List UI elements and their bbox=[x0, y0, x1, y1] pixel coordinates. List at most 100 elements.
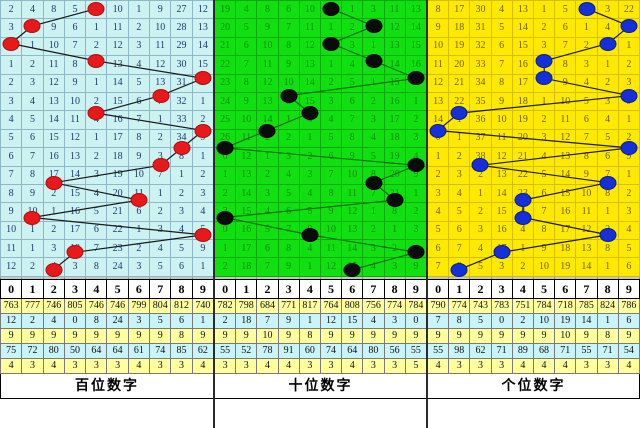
miss-cell[interactable]: 9 bbox=[575, 165, 598, 185]
miss-cell[interactable]: 16 bbox=[490, 220, 513, 241]
miss-cell[interactable]: 9 bbox=[426, 18, 450, 38]
miss-cell[interactable]: 3 bbox=[21, 73, 44, 93]
miss-cell[interactable]: 8 bbox=[277, 36, 300, 57]
hit-marker[interactable] bbox=[599, 175, 617, 190]
miss-cell[interactable]: 9 bbox=[127, 147, 151, 167]
miss-cell[interactable]: 9 bbox=[149, 0, 172, 20]
miss-cell[interactable]: 1 bbox=[532, 0, 556, 20]
miss-cell[interactable]: 3 bbox=[617, 202, 640, 222]
miss-cell[interactable]: 18 bbox=[235, 257, 258, 277]
hit-marker[interactable] bbox=[322, 1, 340, 16]
miss-cell[interactable]: 7 bbox=[426, 257, 450, 277]
miss-cell[interactable]: 5 bbox=[235, 18, 258, 38]
miss-cell[interactable]: 20 bbox=[213, 18, 237, 38]
miss-cell[interactable]: 21 bbox=[213, 36, 237, 57]
miss-cell[interactable]: 1 bbox=[617, 36, 640, 57]
miss-cell[interactable]: 5 bbox=[63, 0, 87, 20]
miss-cell[interactable]: 9 bbox=[42, 18, 65, 38]
miss-cell[interactable]: 1 bbox=[319, 55, 343, 75]
miss-cell[interactable]: 19 bbox=[511, 110, 534, 130]
hit-marker[interactable] bbox=[535, 53, 553, 68]
miss-cell[interactable]: 16 bbox=[42, 147, 65, 167]
miss-cell[interactable]: 14 bbox=[404, 18, 428, 38]
miss-cell[interactable]: 2 bbox=[469, 202, 492, 222]
miss-cell[interactable]: 6 bbox=[617, 257, 640, 277]
hit-marker[interactable] bbox=[2, 36, 20, 51]
miss-cell[interactable]: 7 bbox=[575, 128, 598, 149]
miss-cell[interactable]: 3 bbox=[404, 128, 428, 149]
miss-cell[interactable]: 2 bbox=[362, 91, 385, 112]
miss-cell[interactable]: 1 bbox=[213, 239, 237, 259]
miss-cell[interactable]: 17 bbox=[448, 0, 471, 20]
hit-marker[interactable] bbox=[620, 140, 638, 155]
miss-cell[interactable]: 3 bbox=[170, 202, 193, 222]
miss-cell[interactable]: 9 bbox=[277, 257, 300, 277]
hit-marker[interactable] bbox=[280, 88, 298, 103]
miss-cell[interactable]: 12 bbox=[0, 257, 23, 277]
miss-cell[interactable]: 15 bbox=[490, 202, 513, 222]
miss-cell[interactable]: 14 bbox=[554, 165, 577, 185]
miss-cell[interactable]: 5 bbox=[575, 91, 598, 112]
miss-cell[interactable]: 7 bbox=[319, 165, 343, 185]
miss-cell[interactable]: 1 bbox=[426, 147, 450, 167]
miss-cell[interactable]: 12 bbox=[42, 73, 65, 93]
hit-marker[interactable] bbox=[216, 210, 234, 225]
miss-cell[interactable]: 4 bbox=[319, 110, 343, 130]
miss-cell[interactable]: 16 bbox=[383, 91, 406, 112]
hit-marker[interactable] bbox=[152, 158, 169, 173]
miss-cell[interactable]: 8 bbox=[85, 257, 108, 277]
miss-cell[interactable]: 6 bbox=[235, 36, 258, 57]
miss-cell[interactable]: 15 bbox=[404, 36, 428, 57]
miss-cell[interactable]: 14 bbox=[511, 18, 534, 38]
hit-marker[interactable] bbox=[216, 140, 234, 155]
miss-cell[interactable]: 8 bbox=[0, 183, 23, 204]
hit-marker[interactable] bbox=[301, 227, 319, 242]
miss-cell[interactable]: 12 bbox=[426, 73, 450, 93]
miss-cell[interactable]: 14 bbox=[235, 183, 258, 204]
hit-marker[interactable] bbox=[535, 71, 553, 86]
miss-cell[interactable]: 1 bbox=[85, 18, 108, 38]
miss-cell[interactable]: 19 bbox=[106, 165, 129, 185]
miss-cell[interactable]: 3 bbox=[362, 0, 385, 20]
miss-cell[interactable]: 9 bbox=[404, 257, 428, 277]
miss-cell[interactable]: 4 bbox=[596, 110, 619, 130]
miss-cell[interactable]: 19 bbox=[554, 257, 577, 277]
miss-cell[interactable]: 14 bbox=[42, 110, 65, 130]
miss-cell[interactable]: 3 bbox=[362, 110, 385, 130]
miss-cell[interactable]: 10 bbox=[490, 110, 513, 130]
miss-cell[interactable]: 13 bbox=[298, 55, 321, 75]
miss-cell[interactable]: 10 bbox=[575, 183, 598, 204]
miss-cell[interactable]: 13 bbox=[554, 147, 577, 167]
miss-cell[interactable]: 8 bbox=[532, 220, 556, 241]
hit-marker[interactable] bbox=[301, 106, 319, 121]
miss-cell[interactable]: 1 bbox=[383, 220, 406, 241]
miss-cell[interactable]: 10 bbox=[63, 91, 87, 112]
miss-cell[interactable]: 4 bbox=[341, 55, 364, 75]
miss-cell[interactable]: 7 bbox=[63, 36, 87, 57]
miss-cell[interactable]: 4 bbox=[0, 110, 23, 130]
miss-cell[interactable]: 8 bbox=[596, 239, 619, 259]
miss-cell[interactable]: 8 bbox=[341, 128, 364, 149]
miss-cell[interactable]: 17 bbox=[554, 220, 577, 241]
miss-cell[interactable]: 4 bbox=[256, 202, 279, 222]
miss-cell[interactable]: 4 bbox=[426, 202, 450, 222]
miss-cell[interactable]: 18 bbox=[383, 128, 406, 149]
miss-cell[interactable]: 8 bbox=[21, 165, 44, 185]
miss-cell[interactable]: 3 bbox=[256, 183, 279, 204]
miss-cell[interactable]: 2 bbox=[256, 165, 279, 185]
miss-cell[interactable]: 2 bbox=[0, 73, 23, 93]
miss-cell[interactable]: 19 bbox=[448, 36, 471, 57]
miss-cell[interactable]: 8 bbox=[256, 0, 279, 20]
miss-cell[interactable]: 10 bbox=[42, 36, 65, 57]
miss-cell[interactable]: 2 bbox=[213, 257, 237, 277]
miss-cell[interactable]: 9 bbox=[490, 91, 513, 112]
miss-cell[interactable]: 5 bbox=[149, 257, 172, 277]
hit-marker[interactable] bbox=[365, 19, 383, 34]
miss-cell[interactable]: 19 bbox=[213, 0, 237, 20]
miss-cell[interactable]: 29 bbox=[170, 36, 193, 57]
miss-cell[interactable]: 6 bbox=[256, 239, 279, 259]
miss-cell[interactable]: 7 bbox=[21, 147, 44, 167]
hit-marker[interactable] bbox=[407, 158, 425, 173]
miss-cell[interactable]: 11 bbox=[490, 128, 513, 149]
hit-marker[interactable] bbox=[322, 36, 340, 51]
